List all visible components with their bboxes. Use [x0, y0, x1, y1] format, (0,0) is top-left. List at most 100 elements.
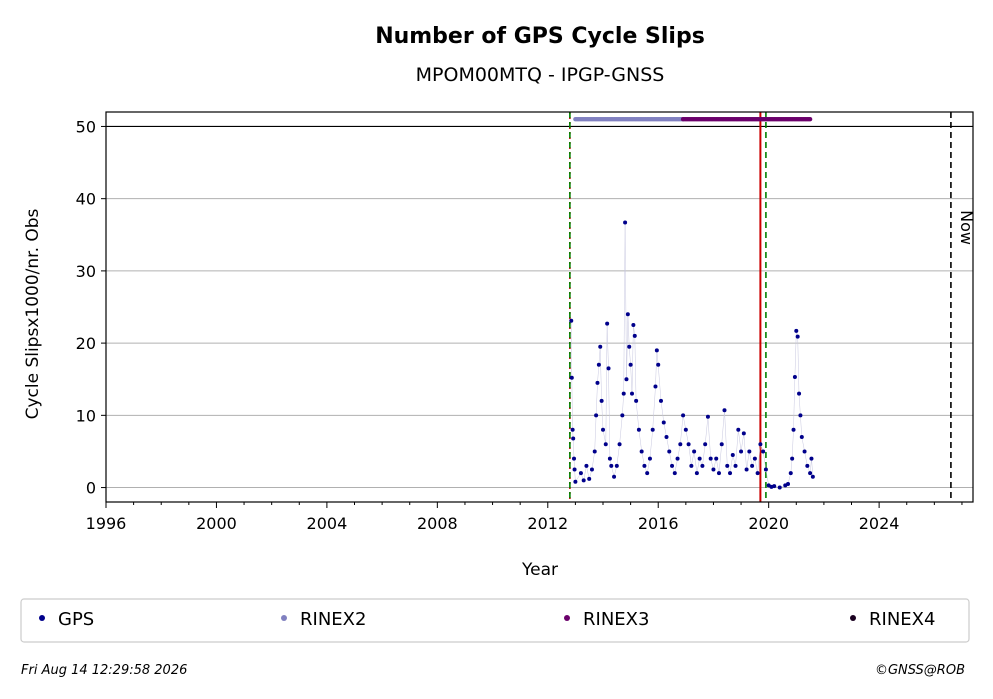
gps-point [650, 427, 655, 432]
gps-point [705, 414, 710, 419]
x-tick-label: 2008 [417, 514, 458, 533]
y-tick-label: 40 [76, 190, 96, 209]
legend-marker [850, 615, 856, 621]
gps-point [570, 427, 575, 432]
gps-point [809, 456, 814, 461]
y-tick-label: 20 [76, 334, 96, 353]
gps-point [596, 362, 601, 367]
gps-point [719, 442, 724, 447]
gps-point [609, 463, 614, 468]
gps-point [653, 384, 658, 389]
chart-title: Number of GPS Cycle Slips [375, 24, 705, 49]
gps-point [686, 442, 691, 447]
gps-point [634, 398, 639, 403]
gps-point [683, 427, 688, 432]
legend-label: RINEX3 [583, 609, 649, 630]
gps-point [700, 463, 705, 468]
gps-point [607, 456, 612, 461]
gps-point [569, 318, 574, 323]
gps-point [628, 362, 633, 367]
gps-point [694, 471, 699, 476]
gps-point [697, 456, 702, 461]
gps-point [739, 449, 744, 454]
legend-marker [564, 615, 570, 621]
gps-point [786, 481, 791, 486]
gps-point [790, 456, 795, 461]
gps-point [714, 456, 719, 461]
gps-point [750, 463, 755, 468]
gps-point [645, 471, 650, 476]
x-tick-label: 2004 [307, 514, 348, 533]
x-axis-label: Year [521, 560, 558, 580]
footer-copyright: ©GNSS@ROB [875, 663, 965, 678]
gps-point [708, 456, 713, 461]
gps-point [725, 463, 730, 468]
gps-point [632, 333, 637, 338]
gps-point [672, 471, 677, 476]
gps-point [670, 463, 675, 468]
gps-point [728, 471, 733, 476]
y-tick-label: 0 [86, 479, 96, 498]
gps-point [730, 453, 735, 458]
gps-point [572, 467, 577, 472]
gps-point [625, 312, 630, 317]
gps-point [571, 436, 576, 441]
gps-point [614, 463, 619, 468]
gps-point [798, 413, 803, 418]
y-tick-label: 50 [76, 117, 96, 136]
x-tick-label: 1996 [86, 514, 127, 533]
gps-point [598, 344, 603, 349]
x-tick-label: 2000 [196, 514, 237, 533]
gps-point [733, 463, 738, 468]
gps-point [758, 442, 763, 447]
y-tick-label: 30 [76, 262, 96, 281]
x-tick-label: 2016 [638, 514, 679, 533]
gps-point [624, 377, 629, 382]
gps-point [747, 449, 752, 454]
gps-point [584, 463, 589, 468]
gps-point [772, 484, 777, 489]
gps-point [595, 380, 600, 385]
gps-point [722, 408, 727, 413]
gps-point [647, 456, 652, 461]
gps-point [678, 442, 683, 447]
gps-point [658, 398, 663, 403]
gps-point [736, 427, 741, 432]
gps-point [631, 323, 636, 328]
gps-point [639, 449, 644, 454]
rinex3-point [807, 117, 813, 122]
y-tick-label: 10 [76, 406, 96, 425]
gps-point [601, 427, 606, 432]
gps-point [617, 442, 622, 447]
gps-point [661, 420, 666, 425]
gps-point [675, 456, 680, 461]
gps-point [656, 362, 661, 367]
gps-point [711, 467, 716, 472]
y-axis-label: Cycle Slipsx1000/nr. Obs [23, 208, 43, 419]
now-label: Now [957, 210, 976, 245]
gps-point [664, 435, 669, 439]
legend-box [20, 598, 970, 643]
gps-point [808, 471, 813, 476]
x-tick-label: 2024 [859, 514, 900, 533]
gps-point [627, 344, 632, 349]
gps-point [581, 478, 586, 483]
gps-point [763, 467, 768, 472]
gps-point [805, 463, 810, 468]
gps-point [788, 471, 793, 476]
reference-lines [569, 112, 952, 502]
chart-subtitle: MPOM00MTQ - IPGP-GNSS [416, 64, 665, 86]
gps-point [592, 449, 597, 454]
gps-point [761, 449, 766, 454]
gps-point [744, 467, 749, 472]
data-points [569, 117, 815, 490]
gps-point [791, 427, 796, 432]
gps-point [573, 479, 578, 484]
gps-point [692, 449, 697, 454]
footer-timestamp: Fri Aug 14 12:29:58 2026 [21, 663, 187, 678]
gps-point [578, 471, 583, 476]
x-tick-label: 2020 [748, 514, 789, 533]
gps-point [587, 476, 592, 481]
gps-point [794, 328, 799, 333]
gps-point [716, 471, 721, 476]
